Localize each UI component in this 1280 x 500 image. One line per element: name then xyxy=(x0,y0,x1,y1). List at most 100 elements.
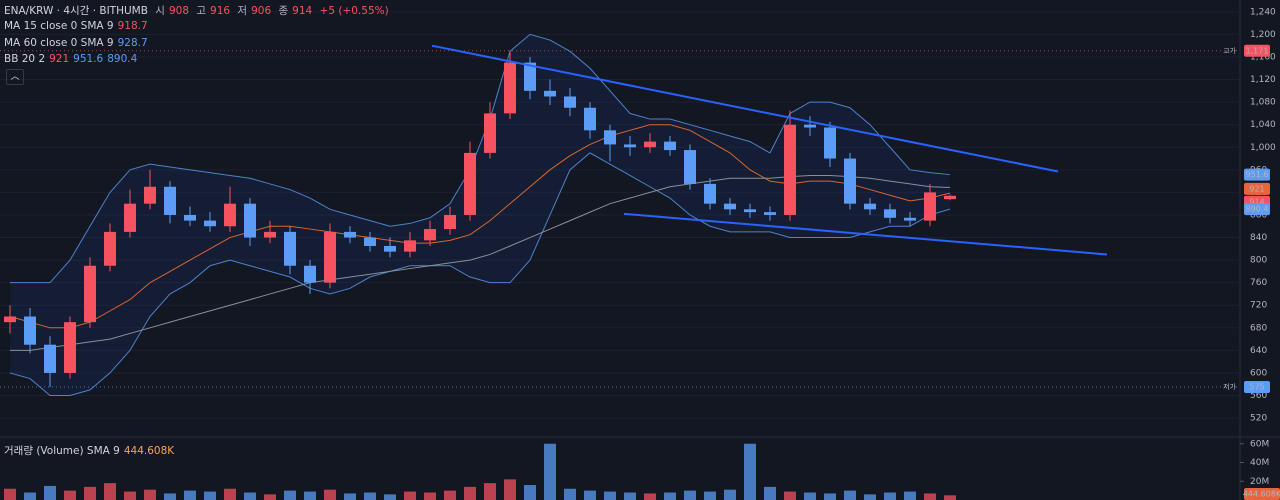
volume-bar xyxy=(584,490,596,500)
candle-body xyxy=(764,212,776,215)
legend-name: MA 60 close 0 SMA 9 xyxy=(4,37,114,49)
price-tag-label: 1,171 xyxy=(1246,46,1269,55)
candle-body xyxy=(684,150,696,184)
price-tag xyxy=(1244,44,1270,57)
candle-body xyxy=(604,130,616,145)
level-text: 고가 xyxy=(1223,46,1236,55)
volume-bar xyxy=(664,492,676,500)
y-tick-label: 1,240 xyxy=(1250,7,1276,17)
candle-body xyxy=(304,265,316,283)
volume-bar xyxy=(44,485,56,500)
volume-bar xyxy=(864,494,876,500)
price-tag xyxy=(1244,488,1280,500)
volume-bar xyxy=(884,492,896,500)
candle-body xyxy=(744,209,756,213)
legend-value: 918.7 xyxy=(117,20,148,32)
header: ENA/KRW · 4시간 · BITHUMB 시 908 고 916 저 906 종… xyxy=(4,3,393,18)
y-tick-label: 640 xyxy=(1250,346,1267,356)
legend-value: 951.6 xyxy=(73,53,104,65)
candle-body xyxy=(84,265,96,323)
volume-bar xyxy=(164,493,176,500)
y-tick-label: 560 xyxy=(1250,391,1267,401)
volume-bar xyxy=(824,493,836,500)
ohlc-name: 고 xyxy=(196,5,207,17)
y-tick-label: 1,040 xyxy=(1250,120,1276,130)
volume-bar xyxy=(604,491,616,500)
volume-bar xyxy=(184,490,196,500)
volume-bar xyxy=(404,491,416,500)
candle-body xyxy=(244,203,256,238)
candle-body xyxy=(584,107,596,131)
volume-bar xyxy=(204,491,216,500)
legend-ma15: MA 15 close 0 SMA 9 918.7 xyxy=(4,20,152,32)
candle-body xyxy=(844,158,856,204)
candle-body xyxy=(824,127,836,159)
legend-name: MA 15 close 0 SMA 9 xyxy=(4,20,114,32)
candle-body xyxy=(644,141,656,148)
ohlc-value: 906 xyxy=(251,5,272,17)
legend-name: 거래량 (Volume) SMA 9 xyxy=(4,445,120,457)
y-tick-label: 840 xyxy=(1250,233,1267,243)
y-tick-label: 1,200 xyxy=(1250,30,1276,40)
candle-body xyxy=(344,231,356,238)
bb-line xyxy=(10,33,951,284)
volume-bar xyxy=(224,488,236,500)
y-tick-label: 760 xyxy=(1250,278,1267,288)
volume-bar xyxy=(624,492,636,500)
volume-bar xyxy=(424,492,436,500)
volume-bar xyxy=(804,492,816,500)
price-tag xyxy=(1244,203,1270,216)
ohlc-name: 종 xyxy=(278,5,289,17)
collapse-button[interactable]: ︿ xyxy=(6,69,24,85)
volume-tick-label: 20M xyxy=(1250,477,1269,487)
volume-bar xyxy=(684,490,696,500)
y-tick-label: 720 xyxy=(1250,301,1267,311)
candle-body xyxy=(944,195,956,200)
candle-body xyxy=(384,245,396,252)
ohlc-name: 저 xyxy=(237,5,248,17)
volume-tick-label: 60M xyxy=(1250,439,1269,449)
y-tick-label: 520 xyxy=(1250,414,1267,424)
legend-value: 890.4 xyxy=(107,53,138,65)
y-tick-label: 880 xyxy=(1250,210,1267,220)
legend-bb: BB 20 2 921 951.6 890.4 xyxy=(4,53,141,65)
volume-bar xyxy=(924,493,936,500)
candle-body xyxy=(884,209,896,218)
candle-body xyxy=(64,322,76,373)
volume-bar xyxy=(644,493,656,500)
volume-tick-label: 40M xyxy=(1250,458,1269,468)
candle-body xyxy=(164,186,176,215)
candle-body xyxy=(124,203,136,232)
ohlc-value: 914 xyxy=(292,5,313,17)
legend-volume: 거래량 (Volume) SMA 9 444.608K xyxy=(4,443,178,458)
volume-bar xyxy=(344,493,356,500)
volume-bar xyxy=(84,486,96,500)
legend-value: 921 xyxy=(49,53,70,65)
volume-bar xyxy=(304,491,316,500)
candle-body xyxy=(864,203,876,210)
volume-bar xyxy=(504,479,516,500)
y-tick-label: 1,080 xyxy=(1250,98,1276,108)
y-tick-label: 600 xyxy=(1250,368,1267,378)
candle-body xyxy=(904,217,916,221)
y-tick-label: 680 xyxy=(1250,323,1267,333)
candle-body xyxy=(144,186,156,204)
candle-body xyxy=(4,316,16,323)
price-tag-label: 575 xyxy=(1249,383,1264,392)
price-tag xyxy=(1244,182,1270,195)
candle-body xyxy=(364,237,376,246)
level-text: 저가 xyxy=(1223,382,1236,391)
candle-body xyxy=(184,214,196,221)
candle-body xyxy=(284,231,296,266)
volume-bar xyxy=(104,483,116,500)
candle-body xyxy=(804,124,816,128)
candle-body xyxy=(324,231,336,283)
volume-bar xyxy=(704,491,716,500)
ohlc-name: 시 xyxy=(155,5,165,17)
volume-bar xyxy=(784,491,796,500)
candle-body xyxy=(404,240,416,252)
candle-body xyxy=(444,214,456,230)
y-tick-label: 1,160 xyxy=(1250,52,1276,62)
candle-body xyxy=(524,62,536,91)
